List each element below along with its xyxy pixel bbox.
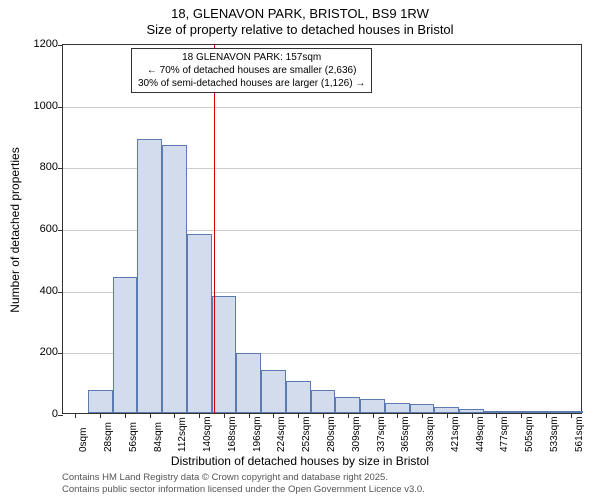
x-tick-label: 224sqm	[276, 416, 287, 452]
annotation-line: ← 70% of detached houses are smaller (2,…	[138, 64, 365, 77]
chart-container: 18, GLENAVON PARK, BRISTOL, BS9 1RW Size…	[0, 0, 600, 500]
x-tick-mark	[298, 413, 299, 418]
x-tick-mark	[174, 413, 175, 418]
x-tick-label: 252sqm	[301, 416, 312, 452]
bar	[311, 390, 336, 413]
x-tick-mark	[100, 413, 101, 418]
x-tick-label: 84sqm	[153, 422, 164, 452]
x-tick-label: 196sqm	[252, 416, 263, 452]
marker-line	[214, 45, 215, 413]
y-tick-label: 1200	[34, 38, 58, 50]
annotation-line: 30% of semi-detached houses are larger (…	[138, 77, 365, 90]
annotation-line: 18 GLENAVON PARK: 157sqm	[138, 51, 365, 64]
x-tick-mark	[348, 413, 349, 418]
annotation-box: 18 GLENAVON PARK: 157sqm← 70% of detache…	[131, 48, 372, 93]
x-tick-label: 280sqm	[326, 416, 337, 452]
x-tick-mark	[323, 413, 324, 418]
x-tick-label: 421sqm	[450, 416, 461, 452]
footer-line2: Contains public sector information licen…	[62, 484, 425, 496]
x-tick-label: 0sqm	[78, 428, 89, 452]
bar	[88, 390, 113, 413]
y-tick-mark	[58, 230, 63, 231]
x-axis-label: Distribution of detached houses by size …	[0, 454, 600, 468]
x-tick-label: 393sqm	[425, 416, 436, 452]
bar	[261, 370, 286, 413]
x-tick-mark	[249, 413, 250, 418]
chart-title-line2: Size of property relative to detached ho…	[0, 22, 600, 37]
chart-title-line1: 18, GLENAVON PARK, BRISTOL, BS9 1RW	[0, 6, 600, 21]
x-tick-label: 337sqm	[376, 416, 387, 452]
x-tick-label: 28sqm	[103, 422, 114, 452]
x-tick-mark	[447, 413, 448, 418]
footer-line1: Contains HM Land Registry data © Crown c…	[62, 472, 425, 484]
x-tick-mark	[397, 413, 398, 418]
gridline	[63, 107, 581, 108]
bar	[360, 399, 385, 413]
x-tick-mark	[224, 413, 225, 418]
x-tick-mark	[422, 413, 423, 418]
bar	[385, 403, 410, 413]
y-tick-label: 0	[52, 408, 58, 420]
x-tick-mark	[472, 413, 473, 418]
x-tick-label: 449sqm	[475, 416, 486, 452]
y-tick-label: 200	[40, 346, 58, 358]
y-tick-label: 1000	[34, 100, 58, 112]
y-tick-mark	[58, 45, 63, 46]
x-tick-mark	[546, 413, 547, 418]
x-tick-mark	[273, 413, 274, 418]
y-tick-mark	[58, 168, 63, 169]
x-tick-label: 533sqm	[549, 416, 560, 452]
plot-area: 18 GLENAVON PARK: 157sqm← 70% of detache…	[62, 44, 582, 414]
bar	[162, 145, 187, 413]
y-tick-label: 400	[40, 285, 58, 297]
bar	[335, 397, 360, 413]
y-tick-label: 600	[40, 223, 58, 235]
x-tick-mark	[496, 413, 497, 418]
bar	[212, 296, 237, 413]
bar	[236, 353, 261, 413]
x-tick-mark	[521, 413, 522, 418]
y-tick-mark	[58, 415, 63, 416]
chart-footer: Contains HM Land Registry data © Crown c…	[62, 472, 425, 496]
x-tick-label: 309sqm	[351, 416, 362, 452]
bar	[286, 381, 311, 413]
x-tick-mark	[373, 413, 374, 418]
y-tick-mark	[58, 292, 63, 293]
x-tick-label: 365sqm	[400, 416, 411, 452]
bar	[137, 139, 162, 413]
bar	[187, 234, 212, 413]
x-tick-mark	[571, 413, 572, 418]
x-tick-label: 561sqm	[574, 416, 585, 452]
x-tick-mark	[75, 413, 76, 418]
x-tick-mark	[125, 413, 126, 418]
y-axis-label: Number of detached properties	[8, 147, 22, 312]
x-tick-label: 56sqm	[128, 422, 139, 452]
x-tick-label: 112sqm	[177, 417, 188, 452]
bar	[113, 277, 138, 413]
x-tick-mark	[199, 413, 200, 418]
x-tick-label: 140sqm	[202, 416, 213, 452]
y-tick-mark	[58, 353, 63, 354]
y-tick-label: 800	[40, 161, 58, 173]
y-tick-mark	[58, 107, 63, 108]
bar	[410, 404, 435, 413]
x-tick-label: 477sqm	[499, 416, 510, 452]
x-tick-label: 168sqm	[227, 416, 238, 452]
x-tick-mark	[150, 413, 151, 418]
x-tick-label: 505sqm	[524, 416, 535, 452]
